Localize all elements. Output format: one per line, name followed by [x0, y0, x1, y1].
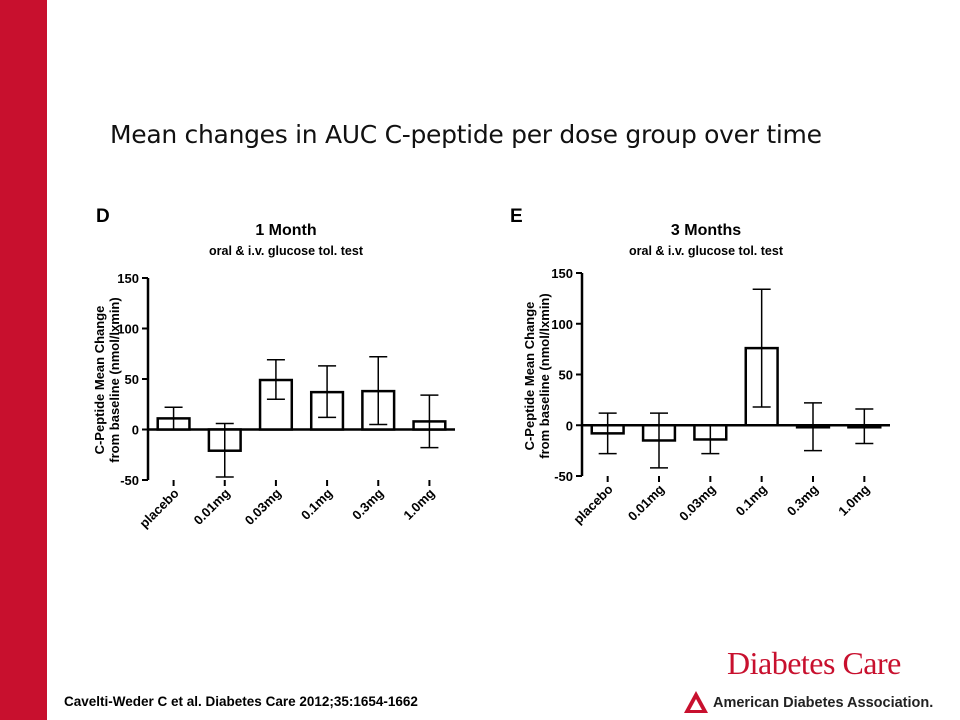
y-axis-label-line2: from baseline (nmol/lxmin)	[537, 293, 552, 459]
x-tick-label-1.0mg: 1.0mg	[835, 481, 872, 518]
y-tick-label: 150	[117, 271, 139, 286]
chart-title-3-months: 3 Months	[670, 222, 742, 239]
y-axis-label-1-month: C-Peptide Mean Change from baseline (nmo…	[92, 265, 122, 495]
x-tick-label-1.0mg: 1.0mg	[400, 485, 437, 522]
y-axis-label-line2: from baseline (nmol/lxmin)	[107, 297, 122, 463]
y-tick-label: -50	[120, 473, 139, 488]
x-tick-label-0.1mg: 0.1mg	[733, 481, 770, 518]
x-tick-label-0.01mg: 0.01mg	[191, 485, 233, 527]
y-tick-label: 50	[559, 368, 573, 383]
ada-wordmark: American Diabetes Association.	[713, 695, 934, 711]
y-tick-label: 0	[132, 423, 139, 438]
y-tick-label: -50	[554, 469, 573, 484]
x-tick-label-0.3mg: 0.3mg	[349, 485, 386, 522]
x-tick-label-0.1mg: 0.1mg	[298, 485, 335, 522]
y-tick-label: 50	[125, 372, 139, 387]
citation: Cavelti-Weder C et al. Diabetes Care 201…	[64, 694, 418, 709]
diabetes-care-logo: Diabetes Care	[727, 645, 901, 681]
slide-title: Mean changes in AUC C-peptide per dose g…	[110, 120, 822, 149]
ada-triangle-icon	[684, 691, 708, 713]
y-tick-label: 0	[566, 418, 573, 433]
y-axis-label-line1: C-Peptide Mean Change	[522, 301, 537, 451]
y-axis-label-3-months: C-Peptide Mean Change from baseline (nmo…	[522, 261, 552, 491]
x-tick-label-placebo: placebo	[570, 481, 615, 526]
panel-letter-e: E	[510, 206, 523, 227]
y-tick-label: 150	[551, 266, 573, 281]
y-tick-label: 100	[551, 317, 573, 332]
chart-title-1-month: 1 Month	[255, 222, 317, 239]
y-tick-label: 100	[117, 322, 139, 337]
chart-subtitle-1-month: oral & i.v. glucose tol. test	[209, 244, 363, 258]
panel-letter-d: D	[96, 206, 110, 227]
x-tick-label-0.03mg: 0.03mg	[242, 485, 284, 527]
y-axis-label-line1: C-Peptide Mean Change	[92, 305, 107, 455]
accent-sidebar	[0, 0, 47, 720]
x-tick-label-placebo: placebo	[136, 485, 181, 530]
x-tick-label-0.03mg: 0.03mg	[676, 481, 718, 523]
x-tick-label-0.3mg: 0.3mg	[784, 481, 821, 518]
chart-subtitle-3-months: oral & i.v. glucose tol. test	[629, 244, 783, 258]
ada-logo: American Diabetes Association.	[683, 690, 933, 716]
x-tick-label-0.01mg: 0.01mg	[625, 481, 667, 523]
